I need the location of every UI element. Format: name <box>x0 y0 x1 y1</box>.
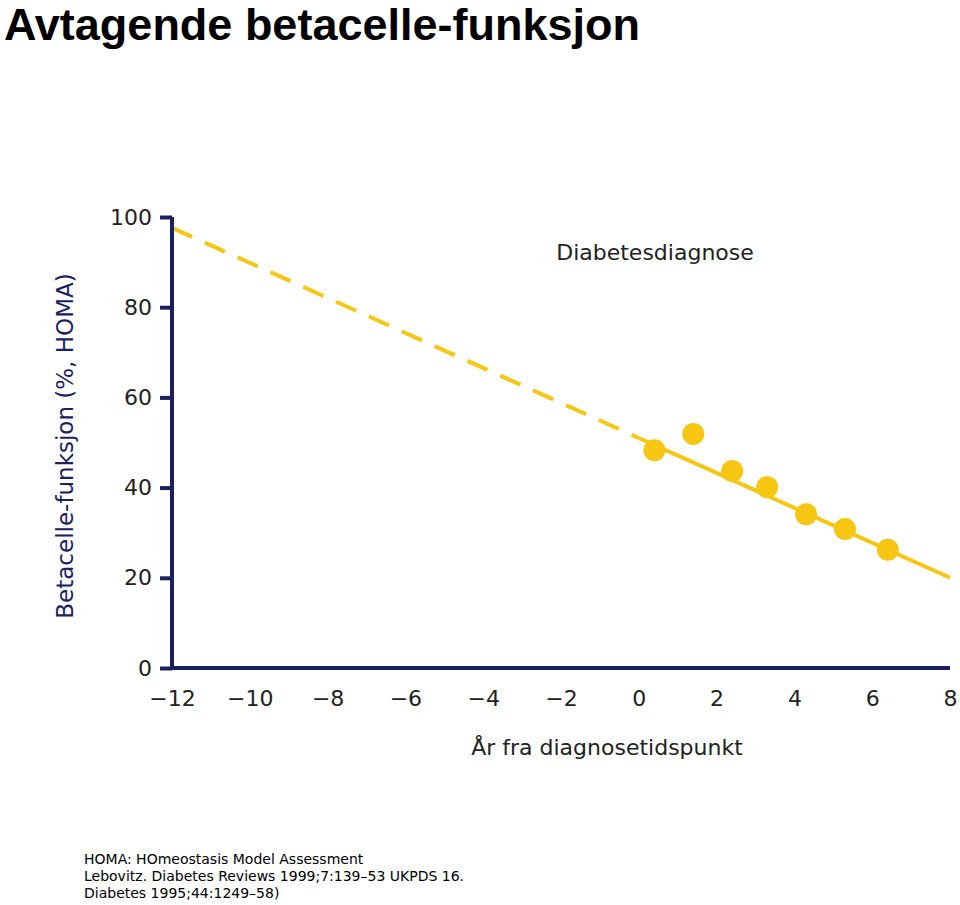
annotation: Diabetesdiagnose <box>556 240 754 265</box>
x-tick: −8 <box>312 668 344 711</box>
plot-area <box>172 228 950 578</box>
x-tick-label: 8 <box>944 686 958 711</box>
x-tick-label: −8 <box>312 686 344 711</box>
x-tick-label: −4 <box>467 686 499 711</box>
y-tick: 20 <box>124 565 172 590</box>
x-tick-label: −10 <box>227 686 273 711</box>
x-tick-label: −12 <box>149 686 195 711</box>
x-tick: 6 <box>866 668 880 711</box>
y-tick-mark <box>160 216 172 220</box>
point <box>877 539 899 561</box>
x-axis-title: År fra diagnosetidspunkt <box>471 734 743 760</box>
x-tick: 4 <box>788 668 802 711</box>
y-tick-mark <box>160 486 172 490</box>
x-tick: −10 <box>227 668 273 711</box>
title: Avtagende betacelle-funksjon <box>4 0 640 50</box>
point <box>682 423 704 445</box>
y-tick: 60 <box>124 385 172 410</box>
x-axis-line <box>170 666 950 670</box>
y-tick-label: 100 <box>110 205 152 230</box>
y-tick: 40 <box>124 475 172 500</box>
x-tick-label: −6 <box>390 686 422 711</box>
x-tick-label: 4 <box>788 686 802 711</box>
y-axis-title: Betacelle-funksjon (%, HOMA) <box>52 273 78 618</box>
x-tick: −6 <box>390 668 422 711</box>
x-tick-label: 0 <box>632 686 646 711</box>
x-tick: 2 <box>710 668 724 711</box>
y-tick-label: 20 <box>124 565 152 590</box>
footnote: Lebovitz. Diabetes Reviews 1999;7:139–53… <box>84 868 464 884</box>
x-tick: −12 <box>149 668 195 711</box>
y-tick-label: 0 <box>138 656 152 681</box>
y-tick-label: 60 <box>124 385 152 410</box>
point <box>643 439 665 461</box>
point <box>834 518 856 540</box>
y-tick-label: 80 <box>124 295 152 320</box>
y-tick-label: 40 <box>124 475 152 500</box>
y-axis-line <box>170 217 174 668</box>
y-tick: 80 <box>124 295 172 320</box>
trend-line <box>639 438 950 578</box>
x-tick-label: 2 <box>710 686 724 711</box>
y-tick: 0 <box>138 656 172 681</box>
x-axis: −12 −10 −8 −6 −4 −2 0 2 4 6 8 <box>149 668 957 711</box>
footnote: HOMA: HOmeostasis Model Assessment <box>84 851 364 867</box>
y-tick-mark <box>160 396 172 400</box>
x-tick-label: −2 <box>545 686 577 711</box>
point <box>721 460 743 482</box>
x-tick: −4 <box>467 668 499 711</box>
x-tick: 0 <box>632 668 646 711</box>
point <box>756 476 778 498</box>
footnote: Diabetes 1995;44:1249–58) <box>84 885 279 901</box>
chart: Avtagende betacelle-funksjon020406080100… <box>0 0 960 905</box>
y-tick: 100 <box>110 205 172 230</box>
x-tick: −2 <box>545 668 577 711</box>
y-tick-mark <box>160 576 172 580</box>
point <box>795 503 817 525</box>
x-tick-label: 6 <box>866 686 880 711</box>
x-tick: 8 <box>944 668 958 711</box>
y-tick-mark <box>160 306 172 310</box>
y-axis: 0 20 40 60 80 100 <box>110 205 172 681</box>
